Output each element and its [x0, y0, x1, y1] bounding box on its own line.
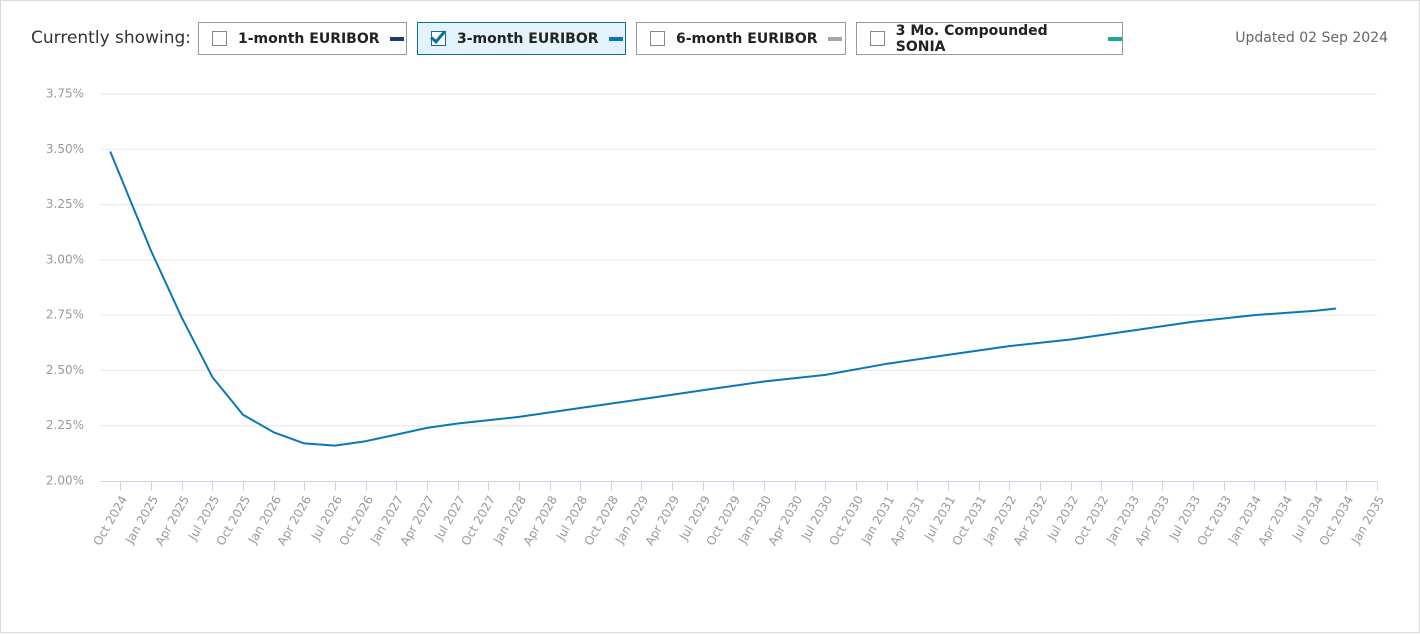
- checkbox[interactable]: [212, 31, 227, 46]
- legend-swatch: [1108, 36, 1122, 41]
- checkbox[interactable]: [650, 31, 665, 46]
- legend-label: 6-month EURIBOR: [676, 30, 818, 47]
- showing-label: Currently showing:: [31, 28, 191, 48]
- series-toggle[interactable]: 1-month EURIBOR: [198, 22, 407, 55]
- legend-label: 3 Mo. Compounded SONIA: [895, 22, 1048, 55]
- legend-label: 3-month EURIBOR: [457, 30, 599, 47]
- series-toggle[interactable]: 3-month EURIBOR: [417, 22, 626, 55]
- series-toggle[interactable]: 6-month EURIBOR: [636, 22, 846, 55]
- y-tick-label: 3.50%: [46, 142, 84, 156]
- legend-label: 1-month EURIBOR: [238, 30, 380, 47]
- checkbox[interactable]: [430, 27, 446, 46]
- y-tick-label: 3.00%: [46, 252, 84, 266]
- y-tick-label: 2.00%: [46, 474, 84, 488]
- series-line: [109, 151, 1337, 447]
- y-tick-label: 2.25%: [46, 418, 84, 432]
- legend-swatch: [608, 36, 623, 41]
- y-tick-label: 3.75%: [46, 87, 84, 101]
- y-tick-label: 2.75%: [46, 308, 84, 322]
- y-tick-label: 3.25%: [46, 197, 84, 211]
- legend-swatch: [389, 36, 404, 41]
- updated-date: Updated 02 Sep 2024: [1235, 30, 1388, 46]
- y-tick-label: 2.50%: [46, 363, 84, 377]
- series-toggle[interactable]: 3 Mo. Compounded SONIA: [856, 22, 1123, 55]
- checkbox[interactable]: [870, 31, 885, 46]
- legend-swatch: [827, 36, 842, 41]
